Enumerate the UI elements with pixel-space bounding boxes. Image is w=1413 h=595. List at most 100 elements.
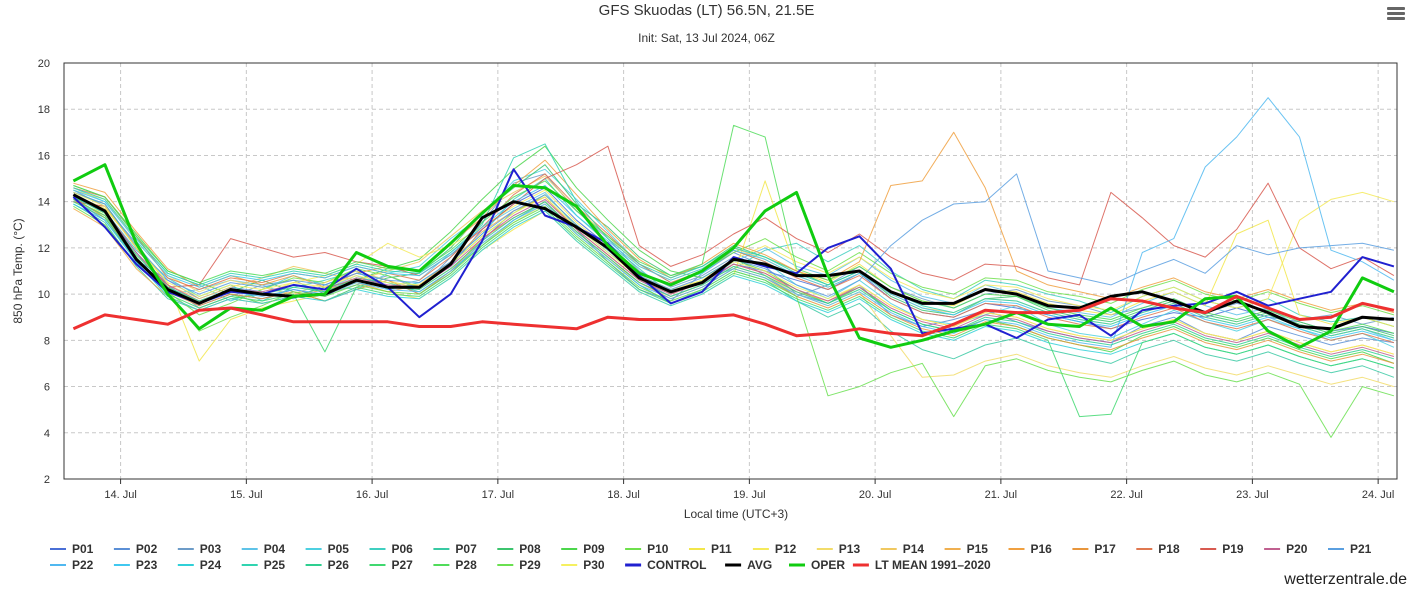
legend-label: P30	[583, 558, 605, 572]
chart-subtitle: Init: Sat, 13 Jul 2024, 06Z	[638, 31, 775, 45]
legend-label: P24	[200, 558, 222, 572]
legend-item[interactable]: P28	[433, 558, 477, 572]
y-tick-label: 16	[38, 150, 50, 162]
legend-label: P20	[1286, 542, 1308, 556]
x-tick-label: 24. Jul	[1362, 489, 1394, 501]
legend-item[interactable]: P24	[177, 558, 222, 572]
legend-item[interactable]: P22	[50, 558, 94, 572]
legend-label: LT MEAN 1991–2020	[875, 558, 991, 572]
x-axis-label: Local time (UTC+3)	[684, 507, 788, 521]
y-tick-label: 2	[44, 474, 50, 486]
legend-item[interactable]: P08	[497, 542, 541, 556]
series-line-oper	[72, 163, 1395, 349]
legend-label: P29	[519, 558, 541, 572]
legend-item[interactable]: LT MEAN 1991–2020	[852, 558, 991, 572]
legend-item[interactable]: OPER	[789, 558, 845, 572]
series-line-p19	[73, 145, 1395, 288]
series-line-p26	[73, 196, 1395, 360]
legend-item[interactable]: P10	[625, 542, 669, 556]
legend-item[interactable]: P16	[1008, 542, 1053, 556]
legend-item[interactable]: P06	[369, 542, 414, 556]
legend: P01 P02 P03 P04 P05 P06 P07 P08 P09 P10 P11 P12 P13 P…	[50, 542, 1372, 572]
legend-item[interactable]: AVG	[725, 558, 772, 572]
legend-label: P22	[72, 558, 94, 572]
legend-item[interactable]: P14	[880, 542, 925, 556]
legend-label: P18	[1158, 542, 1180, 556]
x-tick-label: 16. Jul	[356, 489, 388, 501]
y-axis-label: 850 hPa Temp. (°C)	[11, 218, 25, 323]
credit-text[interactable]: wetterzentrale.de	[1284, 571, 1407, 588]
legend-item[interactable]: P11	[689, 542, 732, 556]
series-line-lt-mean-1991-2020	[72, 294, 1395, 338]
legend-item[interactable]: P09	[561, 542, 605, 556]
legend-label: OPER	[811, 558, 845, 572]
legend-label: P21	[1350, 542, 1372, 556]
y-axis: 2 4 6 8 10 12 14 16 18 20	[38, 58, 50, 486]
legend-label: P06	[392, 542, 414, 556]
y-tick-label: 10	[38, 289, 50, 301]
x-tick-label: 18. Jul	[607, 489, 639, 501]
x-tick-label: 14. Jul	[104, 489, 136, 501]
series-line-p27	[73, 201, 1395, 418]
x-axis: 14. Jul 15. Jul 16. Jul 17. Jul 18. Jul 19. J…	[104, 479, 1394, 501]
legend-item[interactable]: P05	[305, 542, 350, 556]
legend-label: P28	[455, 558, 477, 572]
y-tick-label: 8	[44, 335, 50, 347]
legend-label: P10	[647, 542, 669, 556]
x-tick-label: 23. Jul	[1236, 489, 1268, 501]
legend-item[interactable]: P12	[752, 542, 797, 556]
series-line-p09	[73, 145, 1395, 364]
legend-label: AVG	[747, 558, 772, 572]
plot-frame	[63, 62, 1398, 480]
legend-item[interactable]: P30	[561, 558, 605, 572]
series-line-p30	[73, 191, 1395, 355]
x-tick-label: 21. Jul	[985, 489, 1017, 501]
legend-label: P08	[519, 542, 541, 556]
series-line-control	[72, 168, 1395, 339]
legend-label: P03	[200, 542, 222, 556]
chart-title: GFS Skuodas (LT) 56.5N, 21.5E	[598, 2, 815, 19]
y-tick-label: 18	[38, 104, 50, 116]
legend-label: P13	[839, 542, 861, 556]
x-tick-label: 19. Jul	[733, 489, 765, 501]
legend-item[interactable]: P03	[177, 542, 222, 556]
legend-item[interactable]: P04	[241, 542, 286, 556]
legend-label: P16	[1031, 542, 1053, 556]
legend-item[interactable]: P15	[944, 542, 989, 556]
legend-item[interactable]: P07	[433, 542, 477, 556]
series-line-p22	[73, 97, 1395, 348]
x-tick-label: 17. Jul	[482, 489, 514, 501]
legend-item[interactable]: P01	[50, 542, 94, 556]
legend-item[interactable]: P13	[816, 542, 861, 556]
legend-label: P23	[136, 558, 158, 572]
legend-label: P09	[583, 542, 605, 556]
y-tick-label: 12	[38, 243, 50, 255]
y-tick-label: 14	[38, 197, 50, 209]
hamburger-menu-icon[interactable]	[1387, 7, 1405, 21]
legend-item[interactable]: P27	[369, 558, 414, 572]
legend-item[interactable]: P17	[1072, 542, 1116, 556]
legend-item[interactable]: P25	[241, 558, 286, 572]
legend-label: P26	[328, 558, 350, 572]
legend-item[interactable]: P23	[113, 558, 158, 572]
legend-item[interactable]: P02	[113, 542, 158, 556]
x-tick-label: 20. Jul	[859, 489, 891, 501]
legend-item[interactable]: CONTROL	[625, 558, 706, 572]
legend-item[interactable]: P21	[1328, 542, 1372, 556]
series-line-p28	[73, 124, 1395, 334]
legend-label: P15	[967, 542, 989, 556]
y-tick-label: 20	[38, 58, 50, 70]
legend-label: P02	[136, 542, 158, 556]
y-tick-label: 6	[44, 382, 50, 394]
legend-label: P07	[455, 542, 477, 556]
y-tick-label: 4	[44, 428, 50, 440]
legend-label: P12	[775, 542, 797, 556]
legend-item[interactable]: P18	[1136, 542, 1180, 556]
legend-item[interactable]: P26	[305, 558, 350, 572]
x-tick-label: 15. Jul	[230, 489, 262, 501]
series-line-p16	[73, 131, 1395, 314]
legend-item[interactable]: P19	[1200, 542, 1244, 556]
legend-item[interactable]: P29	[497, 558, 541, 572]
legend-item[interactable]: P20	[1264, 542, 1308, 556]
